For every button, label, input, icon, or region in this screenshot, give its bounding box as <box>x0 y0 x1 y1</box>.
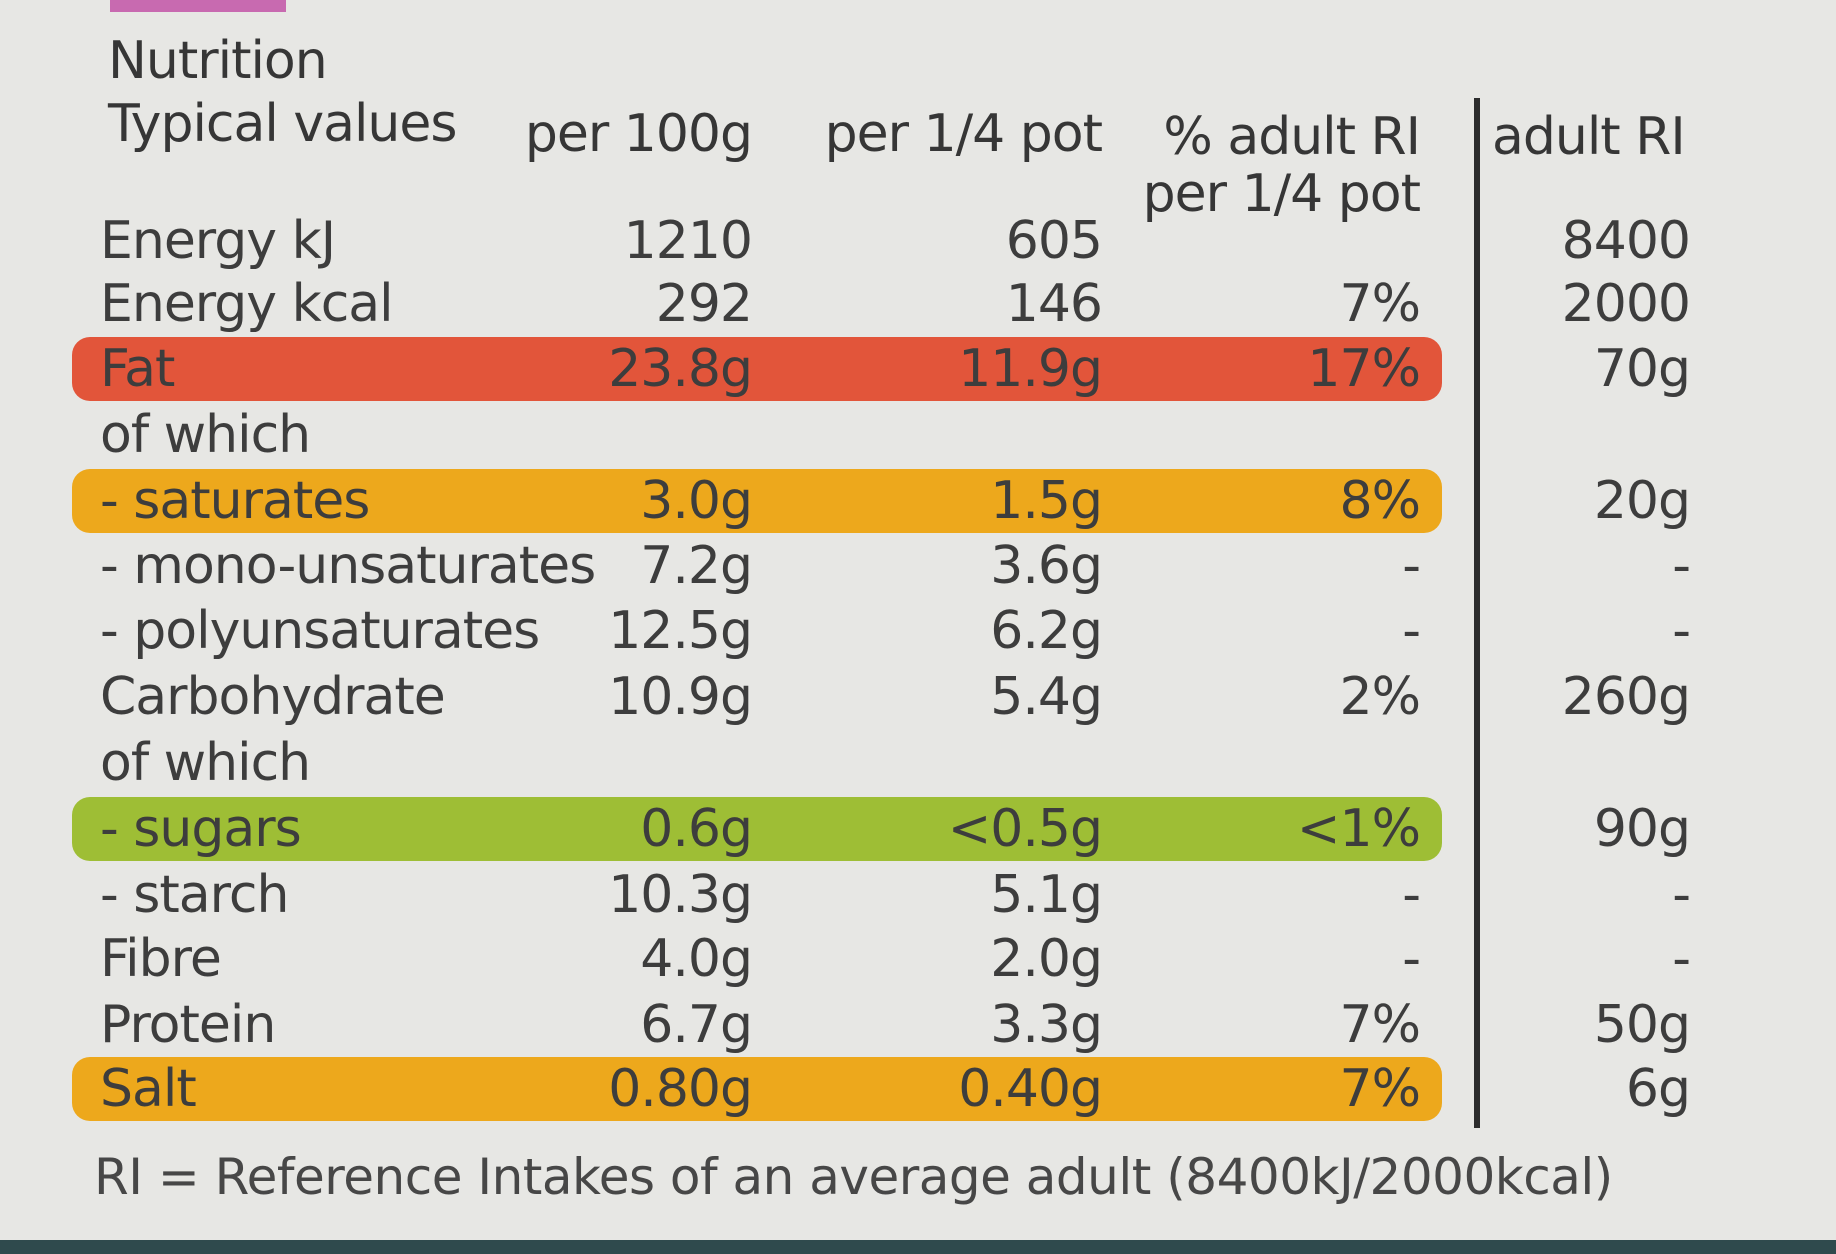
header-per-quarter-pot: per 1/4 pot <box>824 104 1103 164</box>
header-typical-values: Typical values <box>108 94 457 154</box>
header-adult-ri: adult RI <box>1492 107 1686 167</box>
nutrient-name: - mono-unsaturates <box>100 536 596 596</box>
per-100g-value: 3.0g <box>640 471 753 531</box>
per-quarter-value: 5.4g <box>990 667 1103 727</box>
adult-ri-value: - <box>1672 865 1691 925</box>
pct-ri-value: <1% <box>1296 799 1421 859</box>
per-quarter-value: <0.5g <box>947 799 1103 859</box>
adult-ri-value: 8400 <box>1561 211 1691 271</box>
adult-ri-value: - <box>1672 536 1691 596</box>
adult-ri-value: 70g <box>1593 339 1691 399</box>
nutrient-name: Fat <box>100 339 175 399</box>
pct-ri-value: 2% <box>1339 667 1422 727</box>
per-quarter-value: 6.2g <box>990 601 1103 661</box>
pink-tab-decoration <box>110 0 286 12</box>
traffic-light-band <box>72 469 1442 533</box>
adult-ri-value: - <box>1672 601 1691 661</box>
traffic-light-band <box>72 1057 1442 1121</box>
per-100g-value: 1210 <box>623 211 753 271</box>
per-quarter-value: 5.1g <box>990 865 1103 925</box>
adult-ri-value: 50g <box>1593 995 1691 1055</box>
nutrient-name: - starch <box>100 865 289 925</box>
nutrient-name: Fibre <box>100 929 222 989</box>
per-quarter-value: 1.5g <box>990 471 1103 531</box>
per-100g-value: 23.8g <box>608 339 753 399</box>
per-quarter-value: 605 <box>1005 211 1103 271</box>
traffic-light-band <box>72 797 1442 861</box>
header-pct-per-quarter-pot: per 1/4 pot <box>1142 164 1421 224</box>
per-100g-value: 12.5g <box>608 601 753 661</box>
adult-ri-value: 6g <box>1625 1059 1691 1119</box>
pct-ri-value: 17% <box>1307 339 1421 399</box>
pct-ri-value: - <box>1402 865 1421 925</box>
pct-ri-value: - <box>1402 536 1421 596</box>
per-100g-value: 292 <box>655 274 753 334</box>
per-100g-value: 10.9g <box>608 667 753 727</box>
label-title: Nutrition <box>108 31 328 91</box>
per-100g-value: 0.6g <box>640 799 753 859</box>
adult-ri-value: 2000 <box>1561 274 1691 334</box>
adult-ri-value: 260g <box>1561 667 1691 727</box>
nutrient-name: - polyunsaturates <box>100 601 540 661</box>
pct-ri-value: - <box>1402 929 1421 989</box>
per-quarter-value: 3.6g <box>990 536 1103 596</box>
pct-ri-value: 7% <box>1339 274 1422 334</box>
per-100g-value: 7.2g <box>640 536 753 596</box>
per-100g-value: 4.0g <box>640 929 753 989</box>
per-quarter-value: 0.40g <box>958 1059 1103 1119</box>
per-100g-value: 6.7g <box>640 995 753 1055</box>
nutrient-name: Salt <box>100 1059 197 1119</box>
nutrient-name: Energy kcal <box>100 274 394 334</box>
per-quarter-value: 11.9g <box>958 339 1103 399</box>
per-quarter-value: 146 <box>1005 274 1103 334</box>
header-per-100g: per 100g <box>524 104 753 164</box>
column-divider <box>1474 98 1480 1128</box>
nutrient-name: Carbohydrate <box>100 667 446 727</box>
nutrient-name: of which <box>100 733 311 793</box>
nutrient-name: - saturates <box>100 471 370 531</box>
pct-ri-value: 7% <box>1339 1059 1422 1119</box>
adult-ri-value: 20g <box>1593 471 1691 531</box>
pct-ri-value: 8% <box>1339 471 1422 531</box>
per-quarter-value: 2.0g <box>990 929 1103 989</box>
pct-ri-value: - <box>1402 601 1421 661</box>
pct-ri-value: 7% <box>1339 995 1422 1055</box>
header-pct-adult-ri: % adult RI <box>1163 107 1421 167</box>
adult-ri-value: - <box>1672 929 1691 989</box>
per-100g-value: 0.80g <box>608 1059 753 1119</box>
nutrient-name: - sugars <box>100 799 302 859</box>
ri-footnote: RI = Reference Intakes of an average adu… <box>94 1148 1613 1206</box>
per-100g-value: 10.3g <box>608 865 753 925</box>
nutrient-name: of which <box>100 405 311 465</box>
per-quarter-value: 3.3g <box>990 995 1103 1055</box>
adult-ri-value: 90g <box>1593 799 1691 859</box>
traffic-light-band <box>72 337 1442 401</box>
nutrient-name: Protein <box>100 995 276 1055</box>
nutrient-name: Energy kJ <box>100 211 336 271</box>
